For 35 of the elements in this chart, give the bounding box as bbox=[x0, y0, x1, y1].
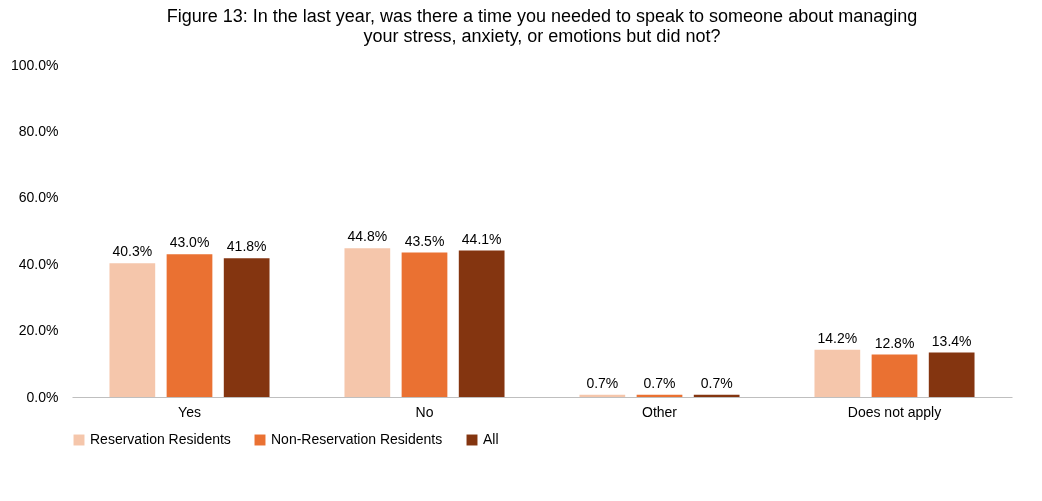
data-label: 12.8% bbox=[874, 334, 915, 351]
data-label: 41.8% bbox=[226, 238, 267, 255]
bar bbox=[166, 254, 213, 397]
y-tick-label: 0.0% bbox=[26, 388, 59, 405]
data-label: 44.1% bbox=[461, 230, 502, 247]
bar bbox=[401, 252, 448, 397]
legend-label: Non-Reservation Residents bbox=[271, 431, 443, 447]
data-label: 0.7% bbox=[700, 374, 733, 391]
data-label: 43.0% bbox=[169, 234, 210, 251]
data-label: 14.2% bbox=[817, 329, 858, 346]
y-tick-label: 80.0% bbox=[18, 122, 59, 139]
y-tick-label: 60.0% bbox=[18, 189, 59, 206]
legend-label: Reservation Residents bbox=[90, 431, 231, 447]
x-tick-label: Does not apply bbox=[847, 403, 942, 420]
y-tick-label: 100.0% bbox=[11, 56, 59, 73]
bar bbox=[871, 354, 918, 397]
legend-label: All bbox=[483, 431, 499, 447]
y-tick-label: 20.0% bbox=[18, 322, 59, 339]
data-label: 44.8% bbox=[347, 228, 388, 245]
bar bbox=[458, 250, 505, 397]
data-label: 43.5% bbox=[404, 232, 445, 249]
bar bbox=[223, 258, 270, 397]
x-tick-label: Other bbox=[641, 403, 678, 420]
bar bbox=[814, 349, 861, 397]
data-label: 40.3% bbox=[112, 243, 153, 260]
bar bbox=[928, 352, 975, 397]
data-label: 0.7% bbox=[586, 374, 619, 391]
bar bbox=[344, 248, 391, 397]
x-tick-label: Yes bbox=[178, 403, 201, 420]
data-label: 0.7% bbox=[643, 374, 676, 391]
data-label: 13.4% bbox=[931, 332, 972, 349]
y-tick-label: 40.0% bbox=[18, 255, 59, 272]
chart-title: Figure 13: In the last year, was there a time you needed to speak to someone about managing your stress, anxiety, or emotions but did not? bbox=[166, 6, 918, 46]
bar bbox=[109, 263, 156, 397]
x-tick-label: No bbox=[415, 403, 434, 420]
